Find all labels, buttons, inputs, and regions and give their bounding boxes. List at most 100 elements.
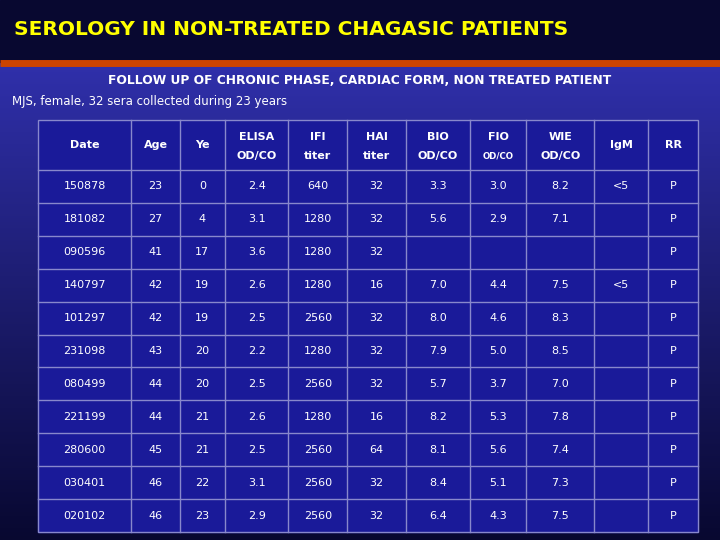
Text: P: P [670, 510, 677, 521]
Text: 7.8: 7.8 [552, 412, 570, 422]
Text: P: P [670, 247, 677, 257]
Text: 5.3: 5.3 [490, 412, 507, 422]
Text: 3.1: 3.1 [248, 214, 266, 224]
Text: 4.4: 4.4 [489, 280, 507, 290]
Text: titer: titer [363, 151, 390, 161]
Text: 4: 4 [199, 214, 206, 224]
Text: OD/CO: OD/CO [236, 151, 276, 161]
Text: 6.4: 6.4 [429, 510, 446, 521]
Text: 42: 42 [148, 313, 163, 323]
Text: titer: titer [305, 151, 331, 161]
Text: FIO: FIO [487, 132, 508, 141]
Text: 44: 44 [148, 379, 163, 389]
Text: P: P [670, 412, 677, 422]
Text: 46: 46 [148, 510, 163, 521]
Text: 17: 17 [195, 247, 210, 257]
Text: 2.2: 2.2 [248, 346, 266, 356]
Text: Ye: Ye [195, 140, 210, 150]
Text: Date: Date [70, 140, 99, 150]
Text: 2.6: 2.6 [248, 280, 266, 290]
Text: 3.1: 3.1 [248, 478, 266, 488]
Text: 3.7: 3.7 [489, 379, 507, 389]
Text: 41: 41 [148, 247, 163, 257]
Text: 5.7: 5.7 [429, 379, 446, 389]
Text: 8.5: 8.5 [552, 346, 570, 356]
Text: 22: 22 [195, 478, 210, 488]
Text: 2560: 2560 [304, 478, 332, 488]
Text: <5: <5 [613, 181, 629, 192]
Text: 7.0: 7.0 [552, 379, 570, 389]
Text: 46: 46 [148, 478, 163, 488]
Text: IgM: IgM [610, 140, 633, 150]
Text: 23: 23 [148, 181, 163, 192]
Text: 2560: 2560 [304, 379, 332, 389]
Text: 2560: 2560 [304, 510, 332, 521]
Bar [38, 120, 698, 532]
Text: 231098: 231098 [63, 346, 106, 356]
Text: 5.6: 5.6 [490, 445, 507, 455]
Text: 3.0: 3.0 [490, 181, 507, 192]
Text: 8.2: 8.2 [552, 181, 570, 192]
Text: P: P [670, 379, 677, 389]
Text: 7.4: 7.4 [552, 445, 570, 455]
Text: 42: 42 [148, 280, 163, 290]
Text: 16: 16 [369, 280, 384, 290]
Text: OD/CO: OD/CO [418, 151, 458, 161]
Text: P: P [670, 478, 677, 488]
Text: WIE: WIE [549, 132, 572, 141]
Text: 2560: 2560 [304, 313, 332, 323]
Text: RR: RR [665, 140, 682, 150]
Text: 2.5: 2.5 [248, 313, 266, 323]
Text: P: P [670, 280, 677, 290]
Text: 1280: 1280 [304, 412, 332, 422]
Text: 44: 44 [148, 412, 163, 422]
Text: Age: Age [143, 140, 168, 150]
Text: 3.6: 3.6 [248, 247, 266, 257]
Text: 64: 64 [369, 445, 384, 455]
Text: SEROLOGY IN NON-TREATED CHAGASIC PATIENTS: SEROLOGY IN NON-TREATED CHAGASIC PATIENT… [14, 21, 568, 39]
Text: 150878: 150878 [63, 181, 106, 192]
Text: 2.6: 2.6 [248, 412, 266, 422]
Text: 640: 640 [307, 181, 328, 192]
Text: 32: 32 [369, 214, 384, 224]
Text: BIO: BIO [427, 132, 449, 141]
Text: 4.3: 4.3 [489, 510, 507, 521]
Text: 20: 20 [195, 379, 210, 389]
Text: P: P [670, 214, 677, 224]
Text: 3.3: 3.3 [429, 181, 446, 192]
Text: 0: 0 [199, 181, 206, 192]
Text: 43: 43 [148, 346, 163, 356]
Text: 4.6: 4.6 [489, 313, 507, 323]
Text: 5.0: 5.0 [490, 346, 507, 356]
Text: ELISA: ELISA [239, 132, 274, 141]
Text: 1280: 1280 [304, 280, 332, 290]
Text: OD/CO: OD/CO [482, 152, 513, 160]
Text: 2.4: 2.4 [248, 181, 266, 192]
Text: 8.3: 8.3 [552, 313, 570, 323]
Text: 21: 21 [195, 445, 210, 455]
Text: 2.5: 2.5 [248, 445, 266, 455]
Text: <5: <5 [613, 280, 629, 290]
Text: 7.5: 7.5 [552, 510, 570, 521]
Text: 101297: 101297 [63, 313, 106, 323]
Text: 7.9: 7.9 [429, 346, 447, 356]
Text: 2.5: 2.5 [248, 379, 266, 389]
Text: 1280: 1280 [304, 247, 332, 257]
Text: 2560: 2560 [304, 445, 332, 455]
Text: P: P [670, 313, 677, 323]
Text: 19: 19 [195, 280, 210, 290]
Text: 5.6: 5.6 [429, 214, 446, 224]
Text: 020102: 020102 [63, 510, 106, 521]
Text: 7.3: 7.3 [552, 478, 570, 488]
Text: 2.9: 2.9 [489, 214, 507, 224]
Text: 030401: 030401 [63, 478, 106, 488]
Text: 32: 32 [369, 247, 384, 257]
Text: HAI: HAI [366, 132, 387, 141]
Text: 280600: 280600 [63, 445, 106, 455]
Text: 7.0: 7.0 [429, 280, 446, 290]
Text: 1280: 1280 [304, 346, 332, 356]
Text: 8.1: 8.1 [429, 445, 446, 455]
Text: 7.1: 7.1 [552, 214, 570, 224]
Text: 19: 19 [195, 313, 210, 323]
Text: MJS, female, 32 sera collected during 23 years: MJS, female, 32 sera collected during 23… [12, 96, 287, 109]
